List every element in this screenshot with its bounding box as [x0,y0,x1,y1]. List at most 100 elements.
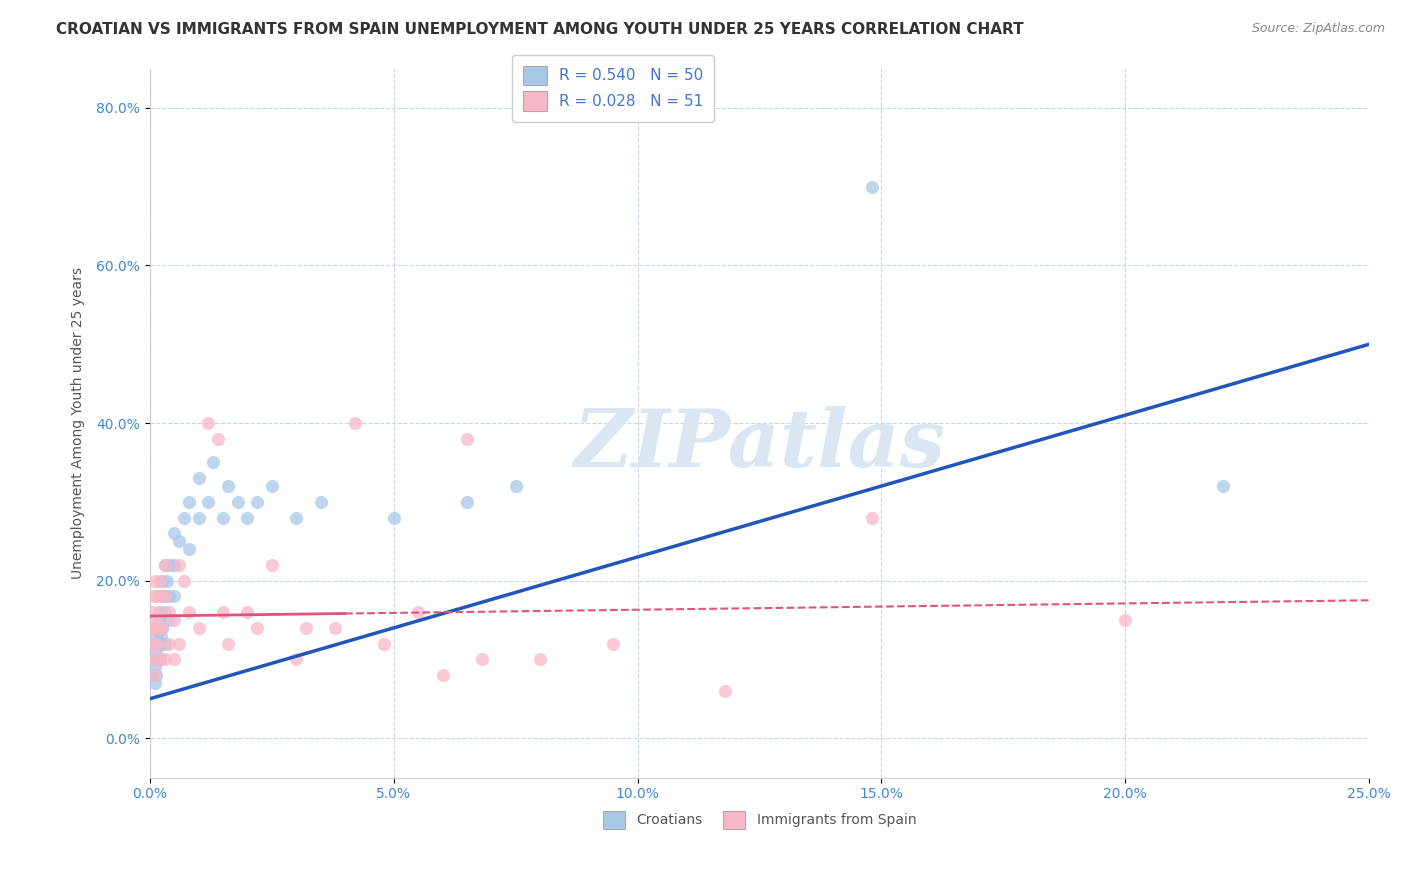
Point [187,471,209,485]
Point [153,590,176,604]
Point [141,605,163,619]
Point [260,479,283,493]
Point [163,558,186,572]
Point [142,652,165,666]
Point [456,495,478,509]
Point [373,637,395,651]
Point [471,652,494,666]
Point [159,637,181,651]
Point [187,510,209,524]
Point [143,574,166,588]
Point [309,495,332,509]
Point [860,510,883,524]
Point [149,629,172,643]
Point [149,605,172,619]
Point [202,455,225,469]
Point [246,621,269,635]
Point [167,558,190,572]
Point [285,652,308,666]
Point [343,416,366,430]
Point [141,637,163,651]
Text: CROATIAN VS IMMIGRANTS FROM SPAIN UNEMPLOYMENT AMONG YOUTH UNDER 25 YEARS CORREL: CROATIAN VS IMMIGRANTS FROM SPAIN UNEMPL… [56,22,1024,37]
Point [505,479,527,493]
Point [150,621,173,635]
Point [860,179,883,194]
Point [163,526,186,541]
Point [146,652,169,666]
Point [323,621,346,635]
Point [149,621,172,635]
Point [236,510,259,524]
Point [207,432,229,446]
Point [153,590,176,604]
Point [143,660,166,674]
Legend: Croatians, Immigrants from Spain: Croatians, Immigrants from Spain [598,805,922,834]
Point [149,574,172,588]
Point [167,534,190,549]
Point [143,621,166,635]
Point [153,558,176,572]
Point [295,621,318,635]
Point [159,613,181,627]
Point [143,668,166,682]
Point [1114,613,1136,627]
Point [406,605,429,619]
Point [159,590,181,604]
Point [153,558,176,572]
Point [382,510,405,524]
Point [529,652,551,666]
Point [142,637,165,651]
Point [246,495,269,509]
Point [145,613,167,627]
Point [212,605,235,619]
Point [145,668,167,682]
Point [141,668,163,682]
Point [177,495,200,509]
Point [145,652,167,666]
Point [148,605,170,619]
Point [167,637,190,651]
Point [141,621,163,635]
Point [149,637,172,651]
Point [432,668,454,682]
Text: Source: ZipAtlas.com: Source: ZipAtlas.com [1251,22,1385,36]
Point [217,637,239,651]
Point [285,510,308,524]
Point [197,416,219,430]
Point [187,621,209,635]
Y-axis label: Unemployment Among Youth under 25 years: Unemployment Among Youth under 25 years [72,267,86,579]
Point [146,629,169,643]
Point [148,613,170,627]
Point [163,613,186,627]
Point [156,574,179,588]
Point [226,495,249,509]
Point [456,432,478,446]
Point [163,652,186,666]
Point [150,621,173,635]
Point [217,479,239,493]
Point [236,605,259,619]
Point [177,605,200,619]
Point [163,590,186,604]
Point [212,510,235,524]
Point [260,558,283,572]
Point [143,676,166,690]
Point [149,652,172,666]
Point [146,590,169,604]
Point [153,652,176,666]
Point [142,590,165,604]
Point [150,574,173,588]
Point [173,574,195,588]
Point [149,590,172,604]
Point [149,590,172,604]
Point [159,558,181,572]
Point [143,621,166,635]
Point [153,637,176,651]
Point [149,652,172,666]
Point [173,510,195,524]
Point [145,644,167,658]
Text: ZIPatlas: ZIPatlas [574,406,946,483]
Point [159,605,181,619]
Point [197,495,219,509]
Point [602,637,624,651]
